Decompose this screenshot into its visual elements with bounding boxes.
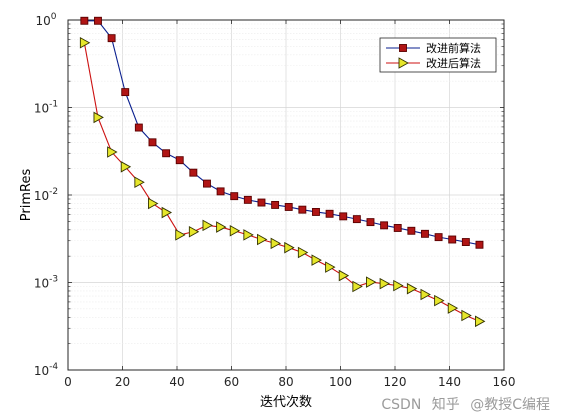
data-point xyxy=(393,279,404,292)
data-point xyxy=(284,203,293,211)
data-point xyxy=(338,269,350,282)
data-point xyxy=(325,261,336,273)
data-point xyxy=(120,161,132,173)
x-tick-label: 40 xyxy=(169,375,184,389)
data-point xyxy=(379,277,391,290)
data-point xyxy=(311,254,322,266)
x-tick-label: 60 xyxy=(224,375,239,389)
data-point xyxy=(121,88,130,97)
y-tick-label: 10-2 xyxy=(34,187,58,203)
watermark: CSDN 知乎 @教授C编程 xyxy=(381,394,550,414)
x-tick-label: 120 xyxy=(384,375,407,389)
x-tick-label: 80 xyxy=(278,375,293,389)
y-tick-label: 10-3 xyxy=(34,275,58,291)
y-tick-label: 100 xyxy=(35,12,56,28)
x-tick-label: 20 xyxy=(115,375,130,389)
data-point xyxy=(148,138,157,147)
data-point xyxy=(203,179,211,188)
data-point xyxy=(325,209,334,218)
data-point xyxy=(407,226,416,235)
data-point xyxy=(188,226,200,238)
data-point xyxy=(243,195,252,204)
data-point xyxy=(366,218,375,227)
legend-label: 改进前算法 xyxy=(426,41,481,55)
y-tick-label: 10-4 xyxy=(34,362,59,378)
series-2 xyxy=(79,36,486,328)
data-point xyxy=(107,34,116,43)
data-point xyxy=(352,280,363,293)
data-point xyxy=(380,221,389,230)
data-point xyxy=(216,221,227,233)
data-point xyxy=(434,233,443,242)
x-tick-label: 0 xyxy=(64,375,72,389)
data-point xyxy=(271,200,280,209)
data-point xyxy=(94,16,102,25)
legend-label: 改进后算法 xyxy=(426,56,481,70)
data-point xyxy=(93,111,104,124)
data-point xyxy=(447,302,459,314)
data-point xyxy=(175,156,184,165)
legend-marker xyxy=(398,57,409,69)
x-tick-label: 100 xyxy=(329,375,352,389)
data-point xyxy=(161,206,173,219)
grid xyxy=(68,20,504,370)
x-tick-label: 160 xyxy=(493,375,516,389)
data-point xyxy=(79,36,91,49)
data-point xyxy=(189,168,198,177)
data-point xyxy=(312,208,320,216)
y-axis-label: PrimRes xyxy=(19,169,34,222)
data-point xyxy=(421,229,429,238)
data-point xyxy=(366,276,377,288)
data-point xyxy=(162,149,171,158)
data-point xyxy=(475,240,484,249)
series-1 xyxy=(80,16,484,249)
watermark-author: @教授C编程 xyxy=(470,397,550,413)
data-point xyxy=(107,146,118,158)
legend-marker xyxy=(399,44,407,52)
data-point xyxy=(406,282,418,295)
data-point xyxy=(243,229,254,241)
data-point xyxy=(352,215,361,224)
data-point xyxy=(461,238,470,246)
data-point xyxy=(270,237,282,250)
data-point xyxy=(257,198,266,207)
axis-ticks: 0 20 40 60 80 100 120 140 160 10-4 10-3 10-2 10-1 100 xyxy=(34,12,516,389)
data-point xyxy=(475,315,486,328)
watermark-zhihu: 知乎 xyxy=(431,397,460,413)
watermark-site: CSDN xyxy=(381,397,422,413)
data-point xyxy=(434,294,445,307)
data-point xyxy=(461,309,472,322)
data-point xyxy=(134,176,145,188)
series-layer xyxy=(79,16,486,328)
data-point xyxy=(134,123,143,132)
data-point xyxy=(420,288,431,301)
x-tick-label: 140 xyxy=(438,375,461,389)
data-point xyxy=(298,205,307,214)
data-point xyxy=(216,187,225,196)
y-tick-label: 10-1 xyxy=(34,100,58,116)
data-point xyxy=(448,235,457,244)
data-point xyxy=(80,16,89,25)
data-point xyxy=(229,225,241,237)
data-point xyxy=(230,192,239,201)
x-axis-label: 迭代次数 xyxy=(260,394,312,410)
data-point xyxy=(202,219,213,232)
data-point xyxy=(339,212,348,221)
data-point xyxy=(393,224,402,232)
data-point xyxy=(297,246,309,259)
data-point xyxy=(175,229,186,241)
data-point xyxy=(257,233,268,246)
data-point xyxy=(148,197,159,210)
data-point xyxy=(284,241,295,254)
